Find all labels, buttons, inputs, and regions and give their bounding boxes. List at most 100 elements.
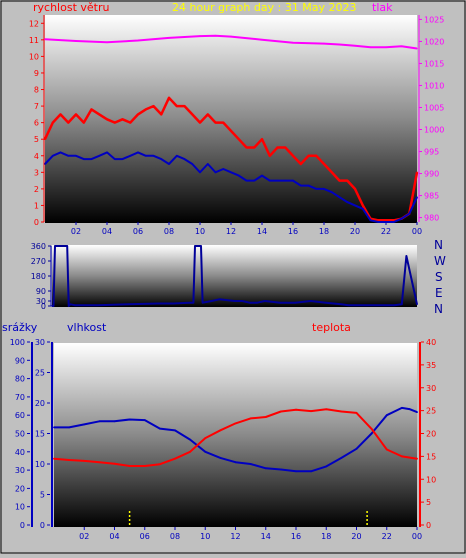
humidity-line-point <box>249 463 252 465</box>
wind-x-tick-label: 06 <box>133 227 143 236</box>
pressure-y-tick-label: 990 <box>424 170 439 179</box>
wind-gust-line-point <box>52 121 54 124</box>
wind-average-line-point <box>121 158 124 160</box>
pressure-line-point <box>261 38 263 41</box>
temperature-line-point <box>83 460 86 462</box>
humidity-line-point <box>340 457 343 459</box>
direction-point <box>188 301 190 304</box>
pressure-line-point <box>168 37 170 39</box>
wind-average-line-point <box>90 158 93 160</box>
wind-series-layer <box>43 34 419 223</box>
temperature-line-point <box>416 457 418 460</box>
wind-gust-line-point <box>362 204 364 207</box>
direction-point <box>248 301 251 304</box>
direction-point <box>416 303 418 306</box>
wind-gust-line-point <box>168 97 170 99</box>
humidity-line-point <box>219 457 222 459</box>
wind-gust-line-point <box>284 146 287 149</box>
temperature-y-tick-label: 30 <box>426 384 436 393</box>
direction-point <box>233 300 236 302</box>
climate-x-tick-label: 12 <box>230 532 240 541</box>
direction-label-e: E <box>435 286 443 300</box>
temperature-y-tick-label: 10 <box>426 475 436 484</box>
temperature-y-tick-label: 35 <box>426 361 436 370</box>
direction-series-layer <box>51 245 418 307</box>
wind-average-line-point <box>393 221 395 223</box>
direction-y-tick-label: 30 <box>36 297 46 306</box>
wind-average-line-point <box>307 184 310 187</box>
wind-gust-line-point <box>183 105 186 107</box>
temperature-line-point <box>113 462 116 465</box>
direction-point <box>54 245 56 247</box>
humidity-y-tick-label: 10 <box>35 460 45 469</box>
humidity-line-point <box>280 468 282 471</box>
humidity-line-point <box>401 407 403 409</box>
direction-y-tick-label: 180 <box>31 272 46 281</box>
wind-gust-line-point <box>98 113 101 116</box>
wind-average-line-point <box>222 168 225 170</box>
rain-y-tick-label: 70 <box>15 393 25 402</box>
wind-gust-line-point <box>238 138 240 140</box>
humidity-y-tick-label: 5 <box>40 491 45 500</box>
wind-average-line-point <box>59 151 62 154</box>
direction-label-n-bottom: N <box>434 302 443 316</box>
wind-gust-line-point <box>385 219 387 222</box>
temperature-line-point <box>325 408 328 411</box>
humidity-y-tick-label: 15 <box>35 430 45 439</box>
humidity-line-point <box>264 467 267 470</box>
wind-average-line-point <box>261 174 263 177</box>
temperature-line-point <box>189 450 192 453</box>
wind-average-line-point <box>168 163 170 165</box>
direction-point <box>210 300 213 302</box>
wind-gust-line-point <box>106 118 108 121</box>
wind-gust-line-point <box>75 113 77 116</box>
humidity-line-point <box>83 423 86 426</box>
humidity-line-point <box>53 426 55 429</box>
direction-point <box>74 304 76 307</box>
wind-gust-line-point <box>261 138 263 140</box>
wind-gust-line-point <box>315 155 318 157</box>
humidity-line-point <box>98 420 101 423</box>
wind-average-line-point <box>67 155 70 157</box>
humidity-line-point <box>113 420 116 423</box>
wind-gust-line-point <box>191 113 194 116</box>
wind-y-tick-label: 2 <box>34 185 39 194</box>
direction-point <box>393 304 396 307</box>
humidity-title: vlhkost <box>67 321 107 334</box>
direction-point <box>127 303 129 306</box>
humidity-y-tick-label: 20 <box>35 399 45 408</box>
wind-gust-line-point <box>160 113 163 116</box>
humidity-line-point <box>159 427 161 430</box>
pressure-y-tick-label: 1025 <box>424 15 444 24</box>
wind-gust-line-point <box>292 155 294 157</box>
rain-y-tick-label: 30 <box>15 466 25 475</box>
direction-y-tick-label: 270 <box>31 257 46 266</box>
wind-average-line-point <box>145 155 147 157</box>
direction-point <box>172 302 175 305</box>
wind-average-line-point <box>346 201 349 203</box>
wind-y-tick-label: 6 <box>34 119 39 128</box>
humidity-line-point <box>355 447 358 450</box>
pressure-y-tick-label: 1015 <box>424 59 444 68</box>
pressure-y-axis: 980 985 990 995 1000 1005 1010 1015 1020 1025 <box>418 15 444 223</box>
climate-x-tick-label: 14 <box>261 532 271 541</box>
wind-x-tick-label: 22 <box>381 227 391 236</box>
direction-point <box>309 300 312 302</box>
wind-average-line-point <box>300 184 302 187</box>
climate-x-tick-label: 18 <box>321 532 331 541</box>
climate-x-tick-label: 10 <box>200 532 210 541</box>
direction-point <box>401 303 403 306</box>
humidity-y-tick-label: 25 <box>35 369 45 378</box>
wind-gust-line-point <box>269 155 271 157</box>
rain-y-axis: 0 10 20 30 40 50 60 70 80 90 100 <box>10 338 30 530</box>
humidity-line-point <box>68 426 70 429</box>
wind-y-tick-label: 8 <box>34 86 39 95</box>
temperature-y-tick-label: 5 <box>426 498 431 507</box>
direction-point <box>67 305 70 307</box>
direction-point <box>325 301 327 304</box>
wind-x-tick-label: 16 <box>288 227 298 236</box>
wind-average-line-point <box>400 217 403 220</box>
rain-y-tick-label: 90 <box>15 356 25 365</box>
pressure-y-tick-label: 995 <box>424 148 439 157</box>
